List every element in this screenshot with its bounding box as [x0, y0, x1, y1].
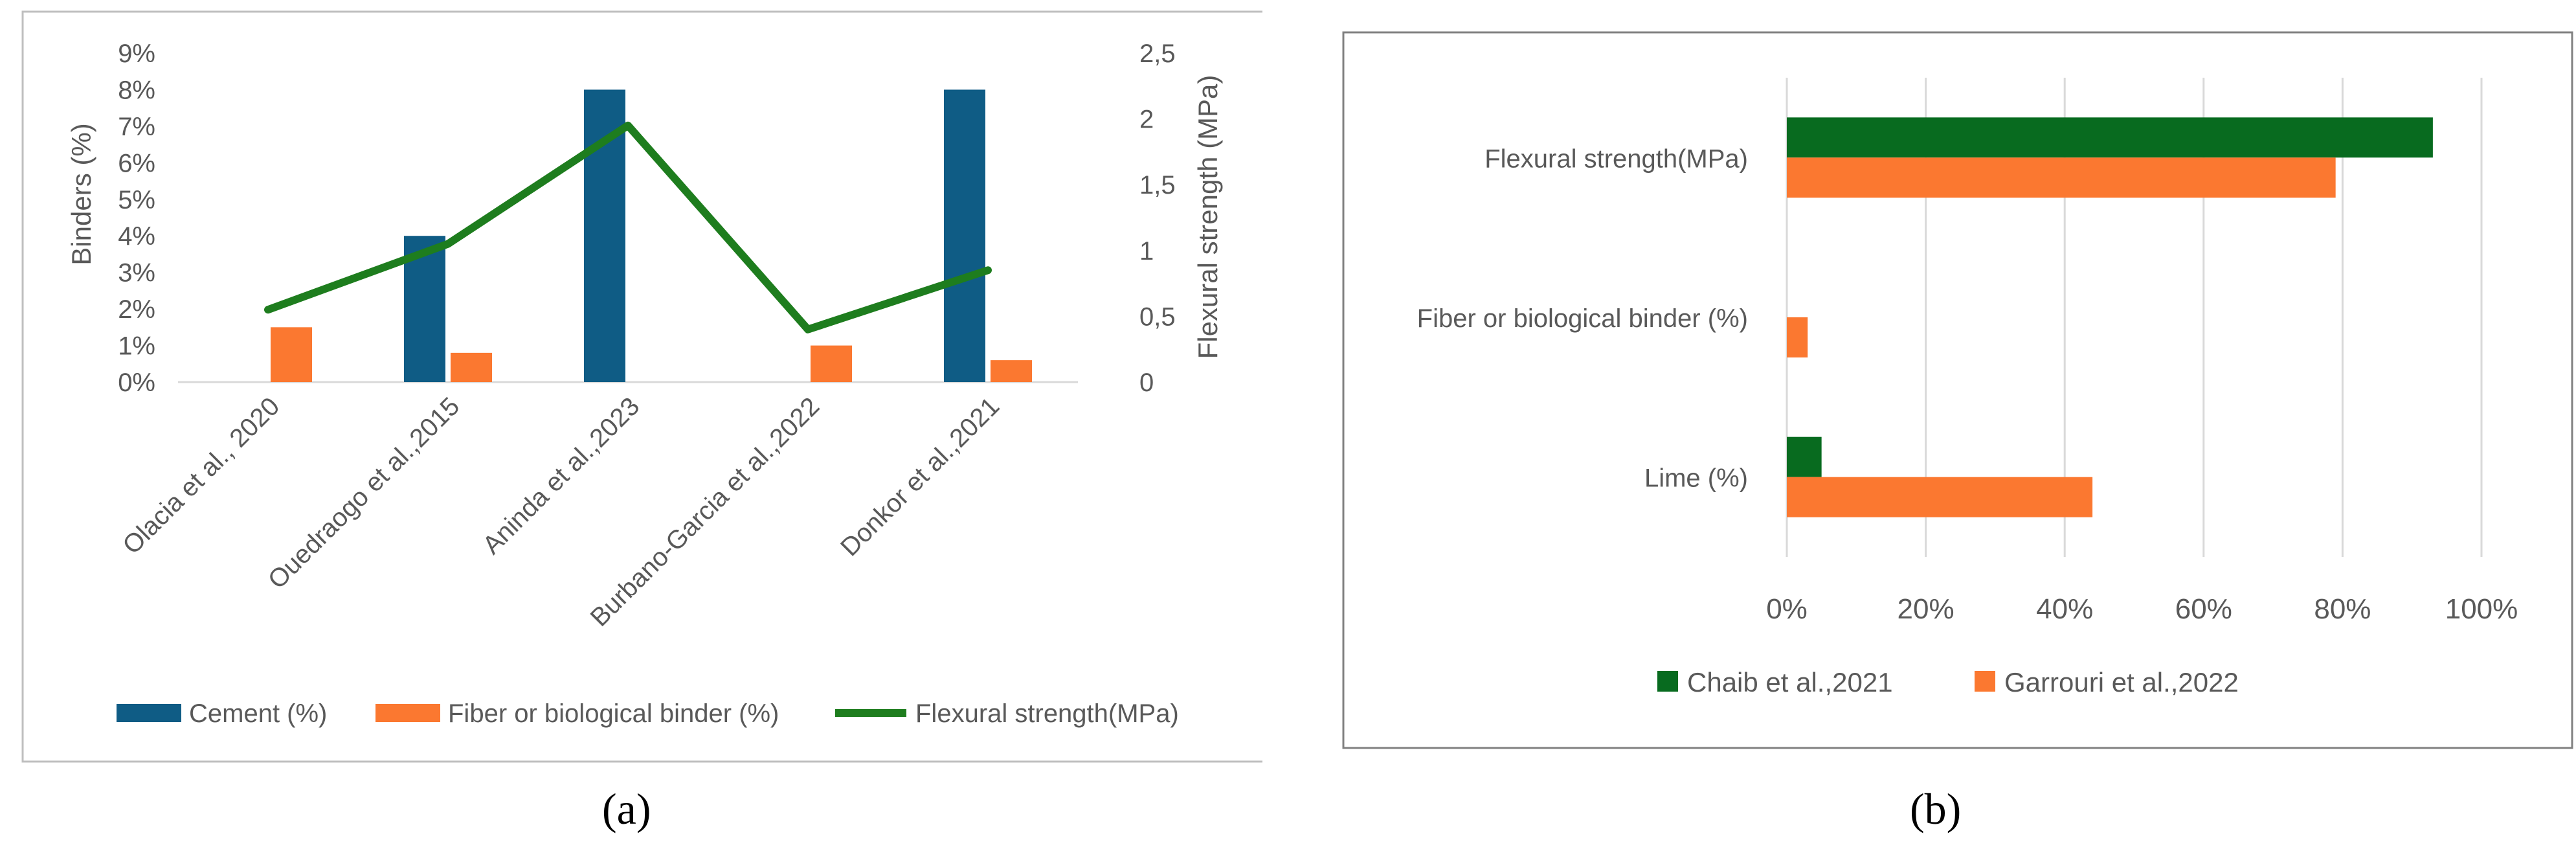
chart-a-frame	[21, 10, 1262, 763]
chaib-bar	[1787, 436, 1822, 477]
chart-a-y2tick-label: 0	[1139, 368, 1154, 397]
legend-label: Garrouri et al.,2022	[2004, 667, 2239, 697]
chart-a-ytick-label: 4%	[118, 222, 155, 251]
panel-label-a: (a)	[602, 784, 651, 833]
chart-a-ytick-label: 5%	[118, 186, 155, 214]
fiber-bar	[451, 352, 492, 382]
chart-a-y2tick-label: 1	[1139, 237, 1154, 266]
garrouri-bar	[1787, 317, 1808, 357]
fiber-bar	[811, 345, 852, 382]
chart-a-ytick-label: 6%	[118, 149, 155, 177]
flexural-strength-line	[264, 121, 992, 334]
fiber-bar	[991, 360, 1032, 382]
chart-b-xtick-label: 60%	[2175, 593, 2232, 625]
chart-a-ytick-label: 3%	[118, 259, 155, 288]
garrouri-bar	[1787, 157, 2336, 198]
legend-swatch	[117, 704, 181, 722]
chart-b-xtick-label: 0%	[1766, 593, 1808, 625]
chart-a-y2tick-label: 0,5	[1139, 302, 1176, 331]
legend-label: Flexural strength(MPa)	[915, 699, 1179, 728]
chart-b-category-label: Lime (%)	[1644, 464, 1748, 493]
fiber-bar	[271, 327, 312, 382]
chart-b-xtick-label: 20%	[1898, 593, 1954, 625]
panel-label-b: (b)	[1910, 784, 1962, 833]
chart-b-xtick-label: 40%	[2036, 593, 2093, 625]
chart-a-y2tick-label: 2	[1139, 106, 1154, 134]
chart-a-ytick-label: 9%	[118, 40, 155, 68]
chart-a-ytick-label: 0%	[118, 368, 155, 397]
chart-b-xtick-label: 80%	[2314, 593, 2371, 625]
chart-a-ytick-label: 8%	[118, 76, 155, 104]
chart-a-ytick-label: 1%	[118, 332, 155, 361]
chaib-bar	[1787, 117, 2433, 158]
garrouri-bar	[1787, 477, 2093, 517]
chart-a-y2tick-label: 1,5	[1139, 171, 1176, 199]
legend-swatch	[1657, 671, 1678, 692]
chart-b-category-label: Flexural strength(MPa)	[1484, 144, 1748, 173]
chart-b-category-label: Fiber or biological binder (%)	[1417, 304, 1748, 333]
chart-b-xtick-label: 100%	[2445, 593, 2518, 625]
chart-b: 0% 20% 40% 60% 80% 100% Flexural strength(MPa)…	[1342, 31, 2573, 749]
cement-bar	[944, 89, 985, 382]
chart-a-y2tick-label: 2,5	[1139, 40, 1176, 68]
legend-label: Cement (%)	[189, 699, 327, 728]
legend-swatch	[375, 704, 440, 722]
chart-a-y2label: Flexural strength (MPa)	[1193, 75, 1223, 359]
legend-label: Fiber or biological binder (%)	[448, 699, 779, 728]
chart-a-ytick-label: 7%	[118, 113, 155, 141]
chart-a-ytick-label: 2%	[118, 295, 155, 324]
chart-a-ylabel: Binders (%)	[66, 123, 96, 265]
legend-swatch	[1975, 671, 1995, 692]
legend-label: Chaib et al.,2021	[1687, 667, 1893, 697]
